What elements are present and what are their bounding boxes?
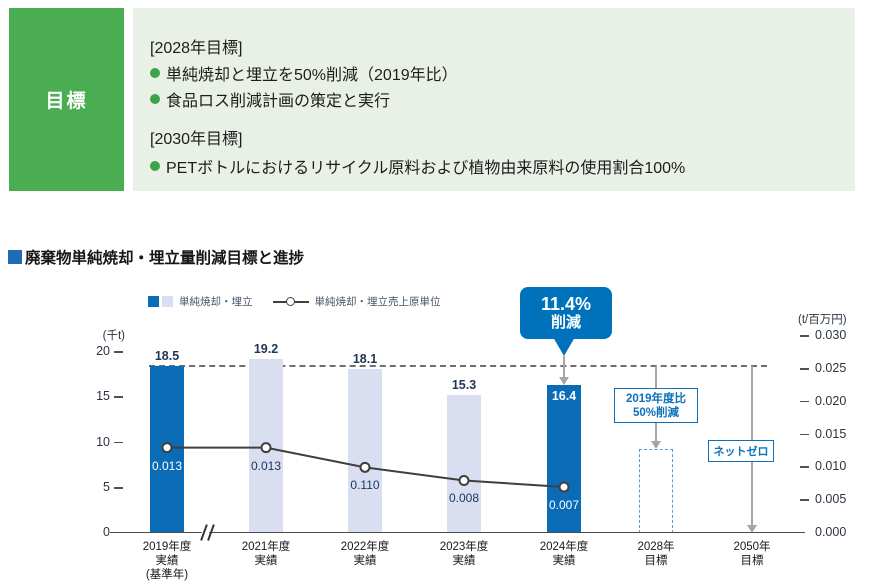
goal-label-box: 目標 xyxy=(9,8,124,191)
goal-heading-2028: [2028年目標] xyxy=(150,40,243,57)
left-axis-tick-label: 15 xyxy=(96,389,110,404)
right-axis-tick xyxy=(800,400,809,403)
right-axis-tick xyxy=(800,466,809,469)
target-arrow-head xyxy=(746,525,757,533)
right-axis-tick xyxy=(800,367,809,370)
line-point-label: 0.013 xyxy=(151,458,183,473)
bubble-percent: 11.4% xyxy=(540,294,592,314)
right-axis-tick-label: 0.020 xyxy=(815,393,847,408)
netzero-label: ネットゼロ xyxy=(713,446,769,458)
right-axis-tick-label: 0.025 xyxy=(815,360,847,375)
left-axis-tick xyxy=(114,441,123,444)
x-axis-category-label: 2021年度 実績 xyxy=(241,541,291,567)
target-bar-outline xyxy=(639,449,673,533)
target-arrow xyxy=(562,356,566,377)
chart-title-text: 廃棄物単純焼却・埋立量削減目標と進捗 xyxy=(25,250,305,267)
reduction-box-line2: 50%削減 xyxy=(632,406,680,419)
right-axis-tick xyxy=(800,499,809,501)
reduction-callout-bubble: 11.4% 削減 xyxy=(520,287,612,339)
legend-bar-light-swatch xyxy=(162,296,173,307)
netzero-box: ネットゼロ xyxy=(708,440,774,462)
goal-heading-2030: [2030年目標] xyxy=(150,131,243,148)
x-axis-category-label: 2023年度 実績 xyxy=(439,541,489,567)
legend-bars-label: 単純焼却・埋立 xyxy=(179,296,253,308)
bar-value-label: 16.4 xyxy=(551,388,577,403)
line-point-label: 0.007 xyxy=(548,498,580,513)
reduction-target-box: 2019年度比 50%削減 xyxy=(614,388,698,423)
goal-bullet-text: 食品ロス削減計画の策定と実行 xyxy=(166,93,391,110)
bubble-caption: 削減 xyxy=(550,314,581,331)
bullet-dot-icon xyxy=(150,68,160,78)
line-point-label: 0.013 xyxy=(250,458,282,473)
x-axis-line xyxy=(110,531,805,534)
left-axis-tick-label: 5 xyxy=(103,479,110,494)
left-axis-tick xyxy=(114,351,123,353)
goal-label-text: 目標 xyxy=(45,91,88,112)
line-point-label: 0.110 xyxy=(350,478,380,493)
bar xyxy=(249,359,283,533)
bar-value-label: 18.5 xyxy=(154,348,180,363)
target-arrow-head xyxy=(558,376,569,385)
legend-line-label: 単純焼却・埋立売上原単位 xyxy=(314,296,441,308)
bar-value-label: 19.2 xyxy=(253,342,279,357)
bullet-dot-icon xyxy=(150,94,160,104)
goal-panel: [2028年目標] 単純焼却と埋立を50%削減（2019年比） 食品ロス削減計画… xyxy=(133,8,855,191)
goal-bullet: 食品ロス削減計画の策定と実行 xyxy=(150,87,390,111)
x-axis-category-label: 2050年 目標 xyxy=(733,541,771,567)
x-axis-category-label: 2019年度 実績 (基準年) xyxy=(142,541,192,581)
legend-bar-dark-swatch xyxy=(148,296,159,307)
left-axis-unit: (千t) xyxy=(102,330,125,342)
x-axis-category-label: 2028年 目標 xyxy=(637,541,675,567)
reduction-box-line1: 2019年度比 xyxy=(625,392,687,405)
bar xyxy=(150,365,184,533)
left-axis-tick-label: 0 xyxy=(103,525,110,539)
bubble-tail-icon xyxy=(553,337,575,356)
right-axis-tick-label: 0.010 xyxy=(815,459,847,474)
left-axis-tick-label: 10 xyxy=(96,434,110,449)
goal-bullet: PETボトルにおけるリサイクル原料および植物由来原料の使用割合100% xyxy=(150,154,685,178)
bar xyxy=(348,369,382,533)
goal-bullet-text: PETボトルにおけるリサイクル原料および植物由来原料の使用割合100% xyxy=(166,160,686,177)
chart-legend: 単純焼却・埋立 単純焼却・埋立売上原単位 xyxy=(148,294,441,309)
right-axis-tick-label: 0.015 xyxy=(815,426,847,441)
right-axis-tick xyxy=(800,335,809,337)
bullet-dot-icon xyxy=(150,161,160,171)
goal-bullet-text: 単純焼却と埋立を50%削減（2019年比） xyxy=(166,67,458,84)
left-axis-tick-label: 20 xyxy=(96,344,110,358)
chart-title: 廃棄物単純焼却・埋立量削減目標と進捗 xyxy=(8,246,304,268)
goal-bullet: 単純焼却と埋立を50%削減（2019年比） xyxy=(150,61,458,85)
x-axis-category-label: 2024年度 実績 xyxy=(539,541,589,567)
target-dashed-line xyxy=(149,364,767,367)
right-axis-unit: (t/百万円) xyxy=(798,314,847,326)
bar-value-label: 18.1 xyxy=(352,352,378,367)
legend-line-marker-icon xyxy=(272,296,309,306)
x-axis-category-label: 2022年度 実績 xyxy=(340,541,390,567)
target-arrow-head xyxy=(650,441,661,450)
right-axis-tick-label: 0.005 xyxy=(815,492,847,507)
bar-value-label: 15.3 xyxy=(451,377,477,392)
right-axis-tick-label: 0.000 xyxy=(815,525,847,539)
right-axis-tick-label: 0.030 xyxy=(815,328,847,342)
line-point-label: 0.008 xyxy=(448,491,480,506)
bar xyxy=(447,394,481,533)
left-axis-tick xyxy=(114,396,123,399)
left-axis-tick xyxy=(114,486,123,489)
title-square-icon xyxy=(8,250,22,264)
right-axis-tick xyxy=(800,433,809,436)
